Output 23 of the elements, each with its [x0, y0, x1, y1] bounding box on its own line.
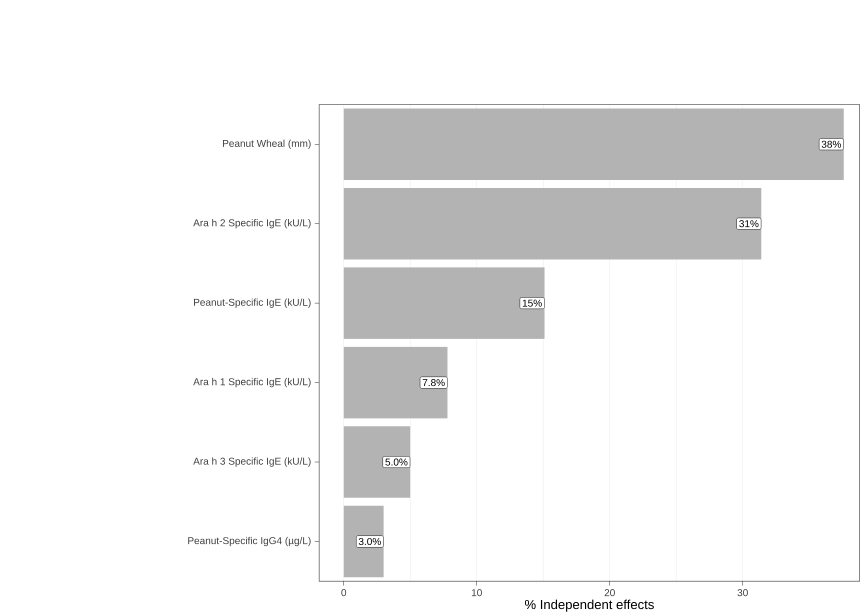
bar [344, 346, 448, 418]
bar [344, 108, 844, 180]
data-label: 3.0% [358, 538, 381, 546]
x-tick-label: 0 [341, 589, 346, 596]
x-axis-title: % Independent effects [524, 600, 654, 612]
bar [344, 267, 545, 339]
data-label: 31% [739, 220, 759, 228]
x-tick-label: 10 [472, 589, 482, 596]
y-tick-label: Peanut-Specific IgE (kU/L) [194, 298, 311, 308]
y-tick-label: Peanut Wheal (mm) [222, 140, 311, 149]
y-tick-label: Ara h 3 Specific IgE (kU/L) [193, 457, 311, 467]
y-tick-label: Peanut-Specific IgG4 (µg/L) [188, 536, 311, 546]
data-label: 38% [822, 140, 841, 148]
x-tick-label: 30 [737, 589, 748, 596]
y-tick-label: Ara h 2 Specific IgE (kU/L) [193, 219, 311, 228]
bar [344, 426, 410, 498]
data-label: 15% [522, 300, 542, 307]
bar [344, 188, 762, 260]
x-tick-label: 20 [604, 589, 615, 596]
y-tick-label: Ara h 1 Specific IgE (kU/L) [193, 378, 311, 388]
data-label: 5.0% [385, 458, 408, 466]
bar [344, 506, 384, 578]
data-label: 7.8% [422, 379, 445, 386]
